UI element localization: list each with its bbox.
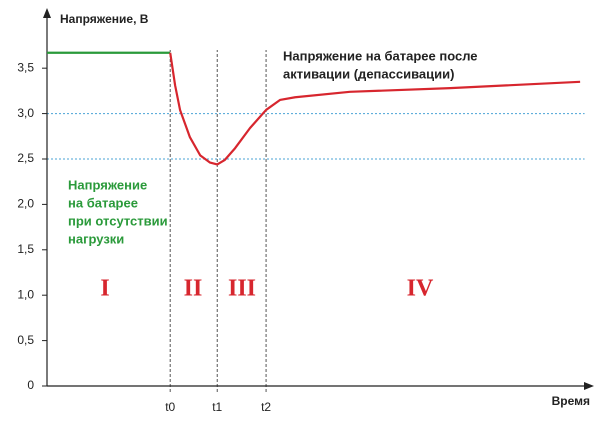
y-tick-label: 1,5 (17, 242, 34, 256)
y-tick-label: 2,0 (17, 197, 34, 211)
y-tick-label: 2,5 (17, 151, 34, 165)
y-tick-label: 0,5 (17, 333, 34, 347)
y-axis-arrow (43, 8, 51, 18)
y-tick-label: 3,0 (17, 106, 34, 120)
phase-label: II (184, 276, 203, 302)
y-axis-label: Напряжение, В (60, 12, 149, 26)
x-tick-label: t1 (212, 400, 222, 414)
x-axis-arrow (584, 382, 594, 390)
x-axis-label: Время (552, 394, 590, 408)
x-tick-label: t0 (165, 400, 175, 414)
annotation: на батарее (68, 195, 138, 210)
annotation: нагрузки (68, 231, 124, 246)
annotation: Напряжение (68, 177, 147, 192)
phase-label: I (100, 276, 109, 302)
annotation: Напряжение на батарее после (283, 48, 478, 63)
y-tick-label: 3,5 (17, 60, 34, 74)
y-tick-label: 1,0 (17, 287, 34, 301)
x-tick-label: t2 (261, 400, 271, 414)
phase-label: IV (407, 276, 434, 302)
phase-label: III (228, 276, 256, 302)
annotation: активации (депассивации) (283, 66, 454, 81)
annotation: при отсутствии (68, 213, 168, 228)
y-tick-label: 0 (27, 378, 34, 392)
series-line (169, 52, 581, 166)
